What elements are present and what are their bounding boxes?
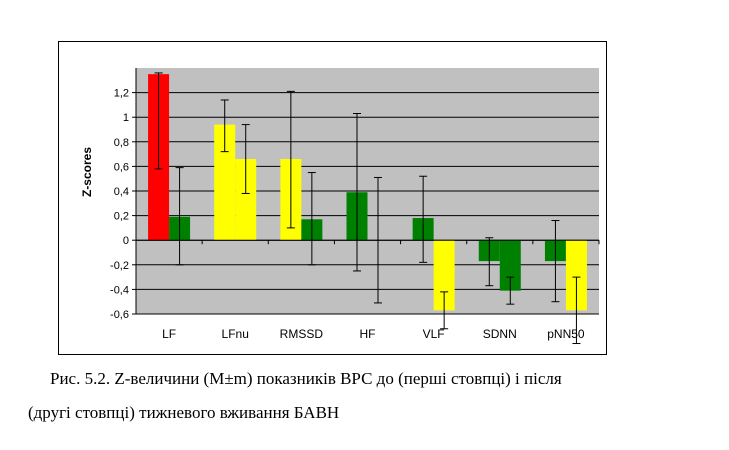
x-tick-label: pNN50 bbox=[547, 327, 585, 341]
chart-frame: 1,2 1 0,8 0,6 0,4 0,2 0 -0,2 -0,4 -0,6 LF LFnu RMSSD… bbox=[58, 41, 607, 355]
y-tick-label: 0,8 bbox=[114, 137, 129, 149]
y-tick-label: 1,2 bbox=[114, 88, 129, 100]
y-tick-label: 0,4 bbox=[114, 186, 129, 198]
y-tick-label: -0,2 bbox=[110, 260, 129, 272]
x-tick-label: LF bbox=[162, 327, 176, 341]
x-tick-label: SDNN bbox=[483, 327, 517, 341]
caption-line-1: Рис. 5.2. Z-величини (M±m) показників ВР… bbox=[50, 369, 562, 388]
x-tick-label: HF bbox=[360, 327, 376, 341]
bar-SDNN-2 bbox=[499, 240, 521, 291]
y-tick-label: 0,2 bbox=[114, 211, 129, 223]
y-tick-label: 0 bbox=[123, 235, 129, 247]
x-tick-label: RMSSD bbox=[280, 327, 324, 341]
y-tick-label: 0,6 bbox=[114, 161, 129, 173]
y-tick-label: -0,4 bbox=[110, 284, 129, 296]
bar-VLF-2 bbox=[433, 240, 455, 311]
bar-LFnu-2 bbox=[235, 159, 257, 241]
y-axis-title: Z-scores bbox=[80, 147, 94, 197]
y-tick-label: 1 bbox=[123, 112, 129, 124]
x-tick-label: VLF bbox=[423, 327, 445, 341]
y-tick-label: -0,6 bbox=[110, 309, 129, 321]
caption-line-2: (другі стовпці) тижневого вживання БАВН bbox=[28, 403, 340, 422]
bar-pNN50-2 bbox=[565, 240, 587, 311]
bar-chart: 1,2 1 0,8 0,6 0,4 0,2 0 -0,2 -0,4 -0,6 LF LFnu RMSSD… bbox=[80, 68, 600, 345]
bar-LFnu-1 bbox=[214, 124, 236, 241]
x-tick-label: LFnu bbox=[222, 327, 249, 341]
